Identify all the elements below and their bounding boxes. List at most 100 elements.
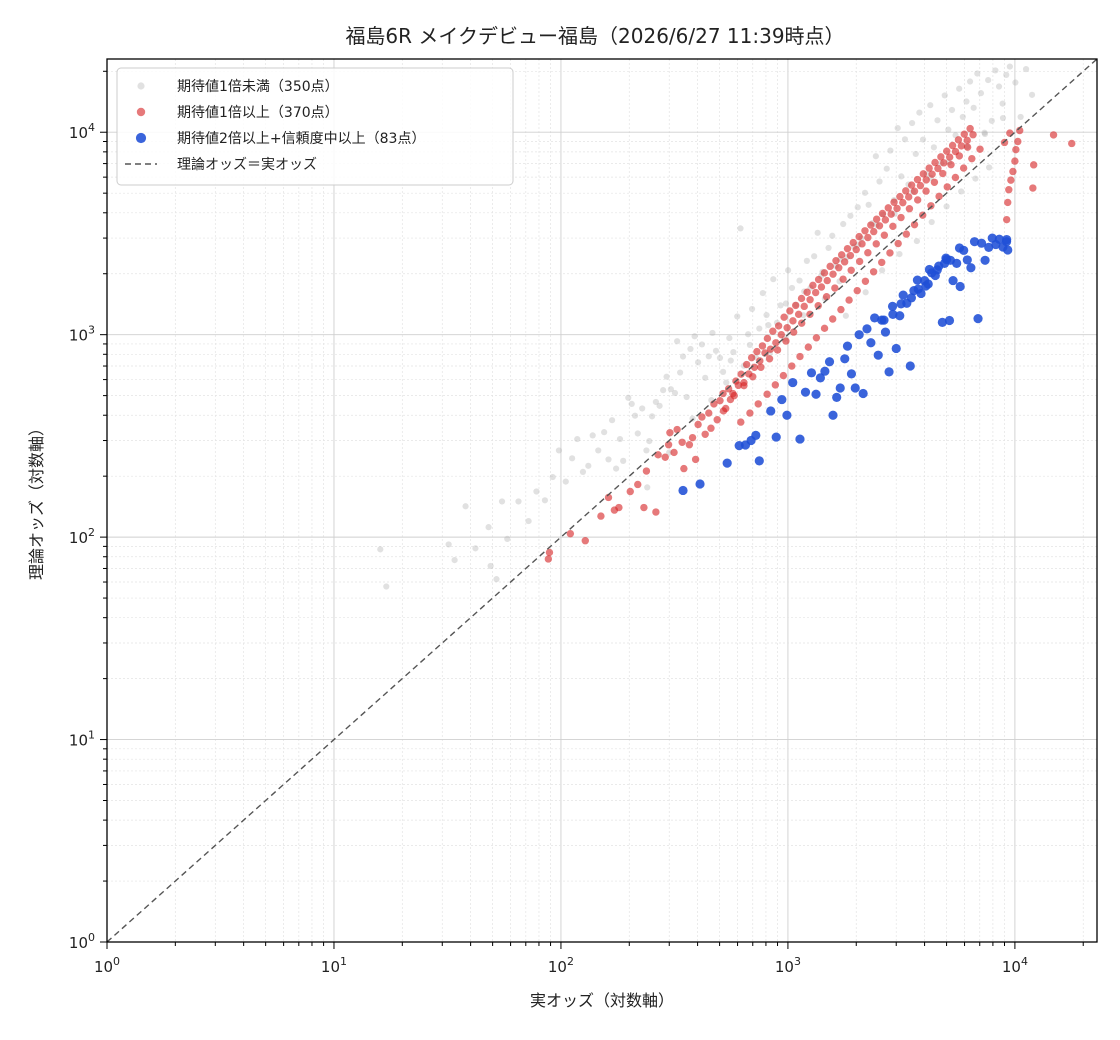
scatter-point	[451, 556, 458, 564]
scatter-point	[809, 281, 817, 290]
scatter-point	[910, 220, 919, 229]
scatter-point	[817, 283, 826, 291]
scatter-point	[966, 263, 976, 273]
scatter-point	[1028, 91, 1036, 98]
scatter-point	[886, 249, 894, 257]
scatter-point	[842, 312, 849, 319]
scatter-point	[698, 341, 706, 348]
scatter-point	[858, 240, 866, 248]
scatter-point	[959, 164, 968, 172]
scatter-point	[707, 424, 715, 432]
scatter-point	[562, 478, 569, 485]
scatter-point	[1002, 215, 1011, 224]
scatter-point	[680, 464, 688, 473]
scatter-point	[504, 535, 511, 542]
scatter-point	[939, 169, 947, 178]
scatter-point	[825, 244, 832, 252]
scatter-point	[840, 220, 847, 228]
scatter-point	[984, 242, 994, 252]
scatter-point	[992, 67, 999, 74]
scatter-point	[862, 289, 869, 296]
scatter-point	[928, 218, 935, 226]
scatter-point	[737, 370, 745, 378]
scatter-point	[864, 249, 872, 257]
legend-box	[116, 67, 514, 186]
scatter-point	[921, 281, 931, 291]
scatter-point	[719, 389, 727, 398]
scatter-point	[814, 302, 822, 310]
scatter-point	[803, 257, 810, 264]
scatter-point	[757, 363, 765, 371]
scatter-point	[890, 198, 898, 206]
scatter-point	[671, 389, 679, 397]
scatter-point	[493, 576, 500, 583]
scatter-point	[691, 455, 700, 464]
scatter-point	[963, 143, 972, 151]
scatter-point	[812, 334, 821, 342]
scatter-point	[850, 383, 860, 393]
scatter-point	[806, 368, 817, 378]
scatter-point	[656, 402, 663, 409]
scatter-point	[791, 301, 800, 310]
scatter-point	[545, 548, 554, 557]
y-axis-label: 理論オッズ（対数軸）	[27, 420, 46, 580]
scatter-point	[763, 311, 770, 319]
scatter-point	[960, 130, 968, 138]
scatter-point	[943, 183, 951, 191]
plot-data	[107, 59, 1097, 942]
series-0	[377, 63, 1036, 590]
scatter-point	[1006, 63, 1013, 70]
scatter-point	[957, 142, 966, 150]
scatter-point	[861, 189, 869, 196]
scatter-point	[705, 409, 713, 417]
scatter-point	[867, 221, 875, 229]
scatter-point	[935, 192, 943, 201]
scatter-point	[803, 288, 811, 296]
scatter-point	[934, 164, 942, 173]
scatter-point	[955, 152, 964, 160]
scatter-point	[487, 562, 494, 570]
scatter-point	[1016, 126, 1024, 135]
scatter-point	[919, 136, 927, 143]
plot-frame	[106, 58, 1098, 943]
axis-ticks: 100 101 102 103 104 100 101 102 103 104	[69, 70, 1084, 976]
scatter-point	[748, 305, 756, 313]
scatter-point	[966, 124, 974, 133]
scatter-point	[879, 315, 889, 325]
scatter-point	[913, 196, 922, 204]
scatter-point	[674, 338, 681, 345]
scatter-point	[837, 251, 846, 259]
legend: 期待値1倍未満（350点） 期待値1倍以上（370点） 期待値2倍以上+信頼度中以上…	[116, 67, 514, 186]
y-tick-label: 100	[69, 931, 95, 952]
scatter-point	[1014, 137, 1022, 146]
scatter-point	[909, 119, 916, 127]
scatter-point	[956, 85, 963, 92]
scatter-point	[901, 136, 909, 143]
scatter-point	[777, 302, 784, 309]
scatter-point	[804, 343, 813, 351]
y-tick-label: 102	[69, 526, 95, 547]
scatter-point	[897, 213, 905, 222]
scatter-point	[788, 284, 796, 292]
scatter-point	[913, 237, 920, 245]
scatter-point	[1011, 157, 1019, 165]
scatter-point	[853, 286, 861, 295]
scatter-point	[820, 366, 830, 376]
scatter-point	[981, 129, 988, 136]
scatter-point	[855, 257, 864, 266]
chart-title: 福島6R メイクデビュー福島（2026/6/27 11:39時点）	[345, 24, 844, 48]
scatter-point	[826, 262, 834, 271]
scatter-point	[694, 359, 702, 366]
scatter-point	[970, 104, 977, 111]
scatter-point	[902, 230, 911, 238]
scatter-point	[1007, 176, 1015, 184]
scatter-point	[664, 441, 673, 449]
scatter-point	[866, 338, 876, 348]
scatter-point	[888, 309, 898, 319]
x-axis-label: 実オッズ（対数軸）	[530, 991, 674, 1010]
scatter-point	[855, 232, 863, 241]
x-tick-label: 100	[94, 955, 120, 976]
scatter-point	[756, 357, 764, 365]
y-tick-label: 103	[69, 324, 95, 345]
